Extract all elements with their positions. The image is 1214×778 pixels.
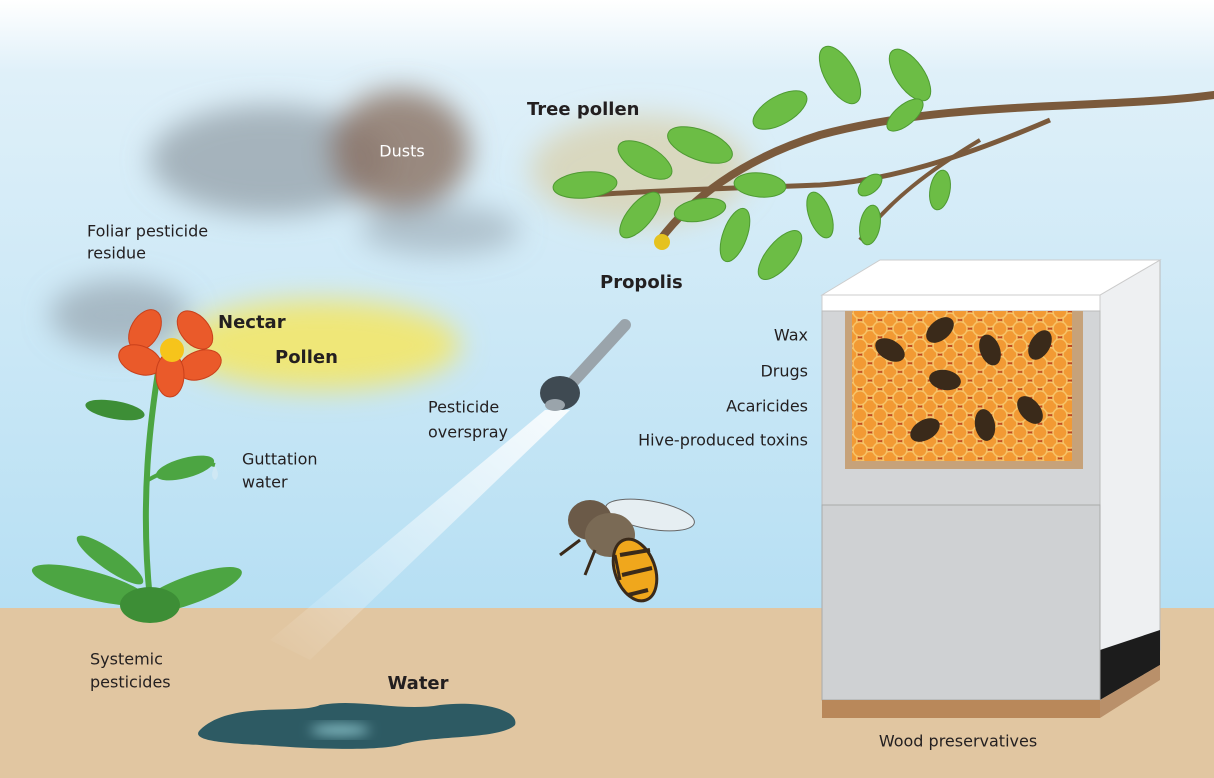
label-tree-pollen: Tree pollen: [527, 99, 639, 120]
label-pollen: Pollen: [275, 347, 338, 368]
label-water: Water: [387, 673, 448, 694]
label-dusts: Dusts: [379, 142, 424, 161]
label-hive-item: Wax: [774, 326, 808, 345]
beehive: [822, 260, 1160, 718]
propolis-bud: [654, 234, 670, 250]
label-nectar: Nectar: [218, 312, 286, 333]
illustration: Dusts Tree pollen Foliar pesticide resid…: [0, 0, 1214, 778]
label-hive-item: Drugs: [760, 362, 808, 381]
label-foliar: Foliar pesticide: [87, 222, 208, 241]
label-guttation: water: [242, 473, 288, 492]
label-overspray: Pesticide: [428, 398, 499, 417]
label-propolis: Propolis: [600, 272, 683, 293]
label-wood: Wood preservatives: [879, 732, 1037, 751]
label-foliar: residue: [87, 244, 146, 263]
label-guttation: Guttation: [242, 450, 318, 469]
label-systemic: Systemic: [90, 650, 163, 669]
label-systemic: pesticides: [90, 673, 171, 692]
label-hive-item: Hive-produced toxins: [638, 431, 808, 450]
label-hive-item: Acaricides: [726, 397, 808, 416]
label-overspray: overspray: [428, 423, 508, 442]
